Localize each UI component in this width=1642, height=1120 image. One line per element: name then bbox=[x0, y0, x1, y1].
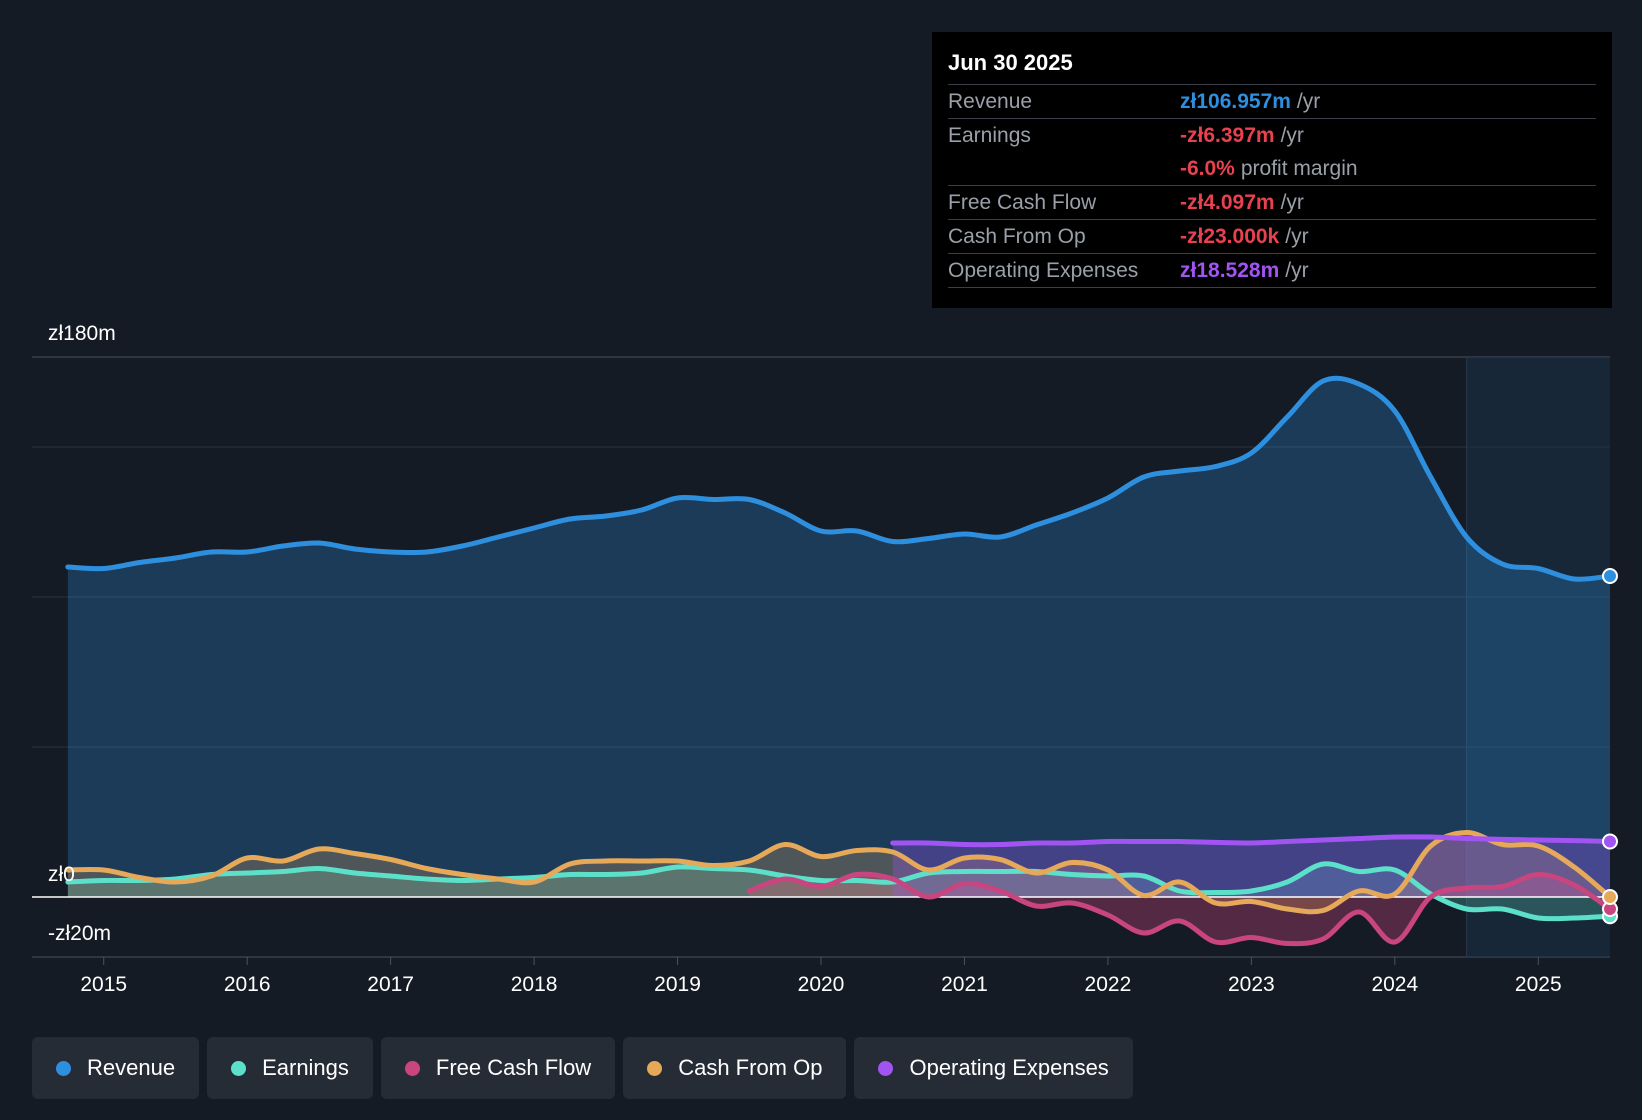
tooltip-row-cash-from-op: Cash From Op -zł23.000k /yr bbox=[948, 219, 1596, 253]
legend-item-revenue[interactable]: Revenue bbox=[32, 1037, 200, 1099]
tooltip-unit: /yr bbox=[1285, 224, 1309, 248]
tooltip-value: -zł4.097m bbox=[1180, 190, 1275, 214]
legend-label: Operating Expenses bbox=[909, 1055, 1109, 1080]
legend: Revenue Earnings Free Cash Flow Cash Fro… bbox=[32, 1037, 1133, 1099]
legend-label: Cash From Op bbox=[678, 1055, 823, 1080]
operating-expenses-area bbox=[892, 836, 1610, 897]
cash-from-op-area bbox=[67, 832, 1610, 912]
tooltip-label: Revenue bbox=[948, 89, 1033, 113]
forecast-highlight bbox=[1466, 357, 1610, 957]
x-tick-label: 2018 bbox=[511, 973, 558, 996]
x-tick-label: 2015 bbox=[80, 973, 127, 996]
tooltip-row-free-cash-flow: Free Cash Flow -zł4.097m /yr bbox=[948, 185, 1596, 219]
legend-label: Earnings bbox=[262, 1055, 349, 1080]
x-tick-label: 2021 bbox=[941, 973, 988, 996]
operating-expenses-endpoint bbox=[1602, 833, 1618, 850]
tooltip-value: zł18.528m bbox=[1180, 258, 1280, 282]
x-tick-label: 2017 bbox=[367, 973, 414, 996]
tooltip-unit: /yr bbox=[1280, 123, 1304, 147]
tooltip-unit: /yr bbox=[1285, 258, 1309, 282]
legend-dot-icon bbox=[56, 1060, 71, 1076]
revenue-endpoint bbox=[1602, 568, 1618, 584]
tooltip-unit: profit margin bbox=[1240, 156, 1358, 180]
tooltip-label: Earnings bbox=[948, 123, 1031, 147]
legend-item-operating-expenses[interactable]: Operating Expenses bbox=[854, 1037, 1133, 1099]
series-lines bbox=[65, 375, 1613, 947]
cash-from-op-line bbox=[65, 829, 1613, 915]
tooltip-unit: /yr bbox=[1296, 89, 1321, 113]
legend-dot-icon bbox=[404, 1060, 420, 1076]
y-label-zero: zł0 bbox=[48, 863, 75, 886]
legend-dot-icon bbox=[231, 1060, 247, 1076]
tooltip-value: -zł23.000k bbox=[1180, 224, 1280, 248]
tooltip-label: Cash From Op bbox=[948, 224, 1086, 248]
legend-item-earnings[interactable]: Earnings bbox=[207, 1037, 373, 1099]
x-tick-label: 2020 bbox=[798, 973, 845, 996]
tooltip-unit: /yr bbox=[1280, 190, 1304, 214]
tooltip-row-earnings: Earnings -zł6.397m /yr bbox=[948, 118, 1596, 152]
legend-item-cash-from-op[interactable]: Cash From Op bbox=[623, 1037, 847, 1099]
legend-dot-icon bbox=[878, 1060, 894, 1076]
revenue-line bbox=[65, 375, 1613, 582]
free-cash-flow-area bbox=[749, 874, 1610, 944]
tooltip-label: Free Cash Flow bbox=[948, 190, 1097, 214]
tooltip-value: -6.0% bbox=[1180, 156, 1235, 180]
legend-item-free-cash-flow[interactable]: Free Cash Flow bbox=[380, 1037, 616, 1099]
revenue-area bbox=[67, 378, 1610, 898]
legend-label: Free Cash Flow bbox=[435, 1055, 592, 1080]
series-areas bbox=[67, 378, 1610, 944]
free-cash-flow-line bbox=[746, 871, 1613, 947]
tooltip-label: Operating Expenses bbox=[948, 258, 1139, 282]
x-tick-label: 2019 bbox=[654, 973, 701, 996]
legend-label: Revenue bbox=[87, 1055, 176, 1080]
x-tick-label: 2024 bbox=[1371, 973, 1418, 996]
tooltip-date: Jun 30 2025 bbox=[948, 50, 1073, 75]
tooltip-row-revenue: Revenue zł106.957m /yr bbox=[948, 84, 1596, 118]
tooltip-row-operating-expenses: Operating Expenses zł18.528m /yr bbox=[948, 253, 1596, 288]
tooltip-row-profit-margin: -6.0% profit margin bbox=[948, 152, 1596, 185]
x-tick-label: 2025 bbox=[1515, 973, 1562, 996]
legend-dot-icon bbox=[647, 1060, 663, 1076]
x-tick-label: 2023 bbox=[1228, 973, 1275, 996]
cash-from-op-endpoint bbox=[1602, 889, 1618, 905]
operating-expenses-line bbox=[890, 834, 1613, 848]
y-label-top: zł180m bbox=[48, 322, 116, 345]
earnings-area bbox=[67, 863, 1610, 919]
y-label-bottom: -zł20m bbox=[48, 922, 111, 945]
tooltip-value: -zł6.397m bbox=[1180, 123, 1275, 147]
x-axis-ticks: 2015 2016 2017 2018 2019 2020 2021 2022 2023 2024… bbox=[80, 957, 1562, 996]
series-endpoints bbox=[1602, 568, 1618, 925]
tooltip-value: zł106.957m bbox=[1180, 89, 1291, 113]
x-tick-label: 2022 bbox=[1085, 973, 1132, 996]
x-tick-label: 2016 bbox=[224, 973, 271, 996]
tooltip-panel: Jun 30 2025 Revenue zł106.957m /yr Earni… bbox=[932, 32, 1612, 308]
